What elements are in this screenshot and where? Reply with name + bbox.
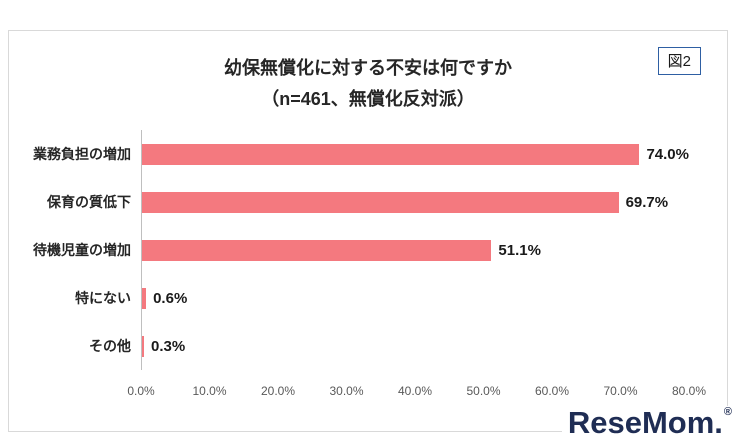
bar-plot-area: 74.0% [141,130,689,179]
chart-title: 幼保無償化に対する不安は何ですか （n=461、無償化反対派） [9,53,727,114]
bar [142,143,640,165]
x-axis: 0.0% 10.0% 20.0% 30.0% 40.0% 50.0% 60.0%… [127,380,706,406]
resemom-logo: ReseMom.® [561,404,732,440]
resemom-logo-text: ReseMom. [567,404,723,440]
x-axis-tick: 20.0% [260,384,296,399]
category-label: 待機児童の増加 [33,242,131,259]
bar [142,191,619,213]
bar [142,335,145,357]
bar-plot-area: 0.3% [141,322,689,371]
bar-row: 特にない 0.6% [9,274,727,323]
bar [142,239,492,261]
chart-title-line2: （n=461、無償化反対派） [261,88,475,109]
registered-mark-icon: ® [723,405,732,418]
bar [142,287,147,309]
figure-number-badge: 図2 [657,47,701,75]
x-axis-tick: 80.0% [671,384,707,399]
chart-frame: 図2 幼保無償化に対する不安は何ですか （n=461、無償化反対派） 業務負担の… [8,30,728,432]
bar-value-label: 51.1% [498,241,541,259]
bar-plot-area: 51.1% [141,226,689,275]
category-label: 特にない [75,290,131,307]
bar-chart: 業務負担の増加 74.0% 保育の質低下 69.7% 待機児童の増加 51.1% [9,130,727,371]
x-axis-tick: 70.0% [603,384,638,399]
bar-row: 業務負担の増加 74.0% [9,130,727,179]
x-axis-tick: 50.0% [466,384,501,399]
x-axis-tick: 60.0% [534,384,570,399]
category-label: 業務負担の増加 [33,146,131,163]
x-axis-tick: 0.0% [127,384,155,399]
bar-value-label: 0.6% [153,289,188,307]
x-axis-tick: 30.0% [329,384,364,399]
chart-title-line1: 幼保無償化に対する不安は何ですか [224,58,512,78]
bar-value-label: 0.3% [151,337,186,355]
bar-row: 待機児童の増加 51.1% [9,226,727,275]
bar-plot-area: 69.7% [141,178,689,227]
bar-value-label: 69.7% [625,193,669,211]
figure-number-text: 図2 [667,53,691,70]
bar-row: 保育の質低下 69.7% [9,178,727,227]
category-label: その他 [89,338,131,355]
bar-value-label: 74.0% [646,145,689,163]
x-axis-tick: 40.0% [397,384,433,399]
category-label: 保育の質低下 [47,194,131,211]
bar-plot-area: 0.6% [141,274,689,323]
bar-row: その他 0.3% [9,322,727,371]
x-axis-tick: 10.0% [192,384,227,399]
